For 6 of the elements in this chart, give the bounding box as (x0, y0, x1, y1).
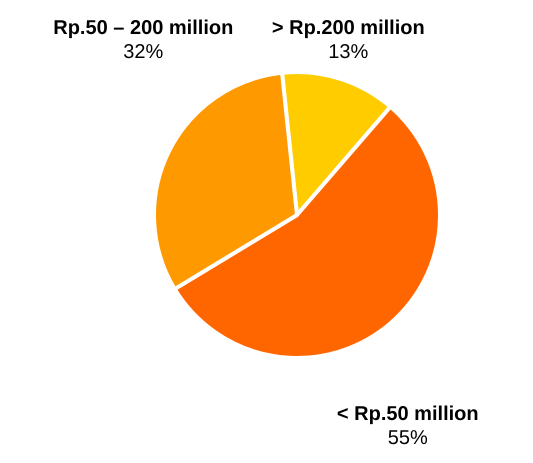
slice-label: < Rp.50 million (336, 403, 479, 425)
data-label: 55% (388, 427, 428, 449)
data-label: 13% (328, 41, 369, 63)
slice-label: Rp.50 – 200 million (53, 17, 234, 39)
data-label: 32% (123, 41, 164, 63)
slice-label: > Rp.200 million (272, 17, 425, 39)
